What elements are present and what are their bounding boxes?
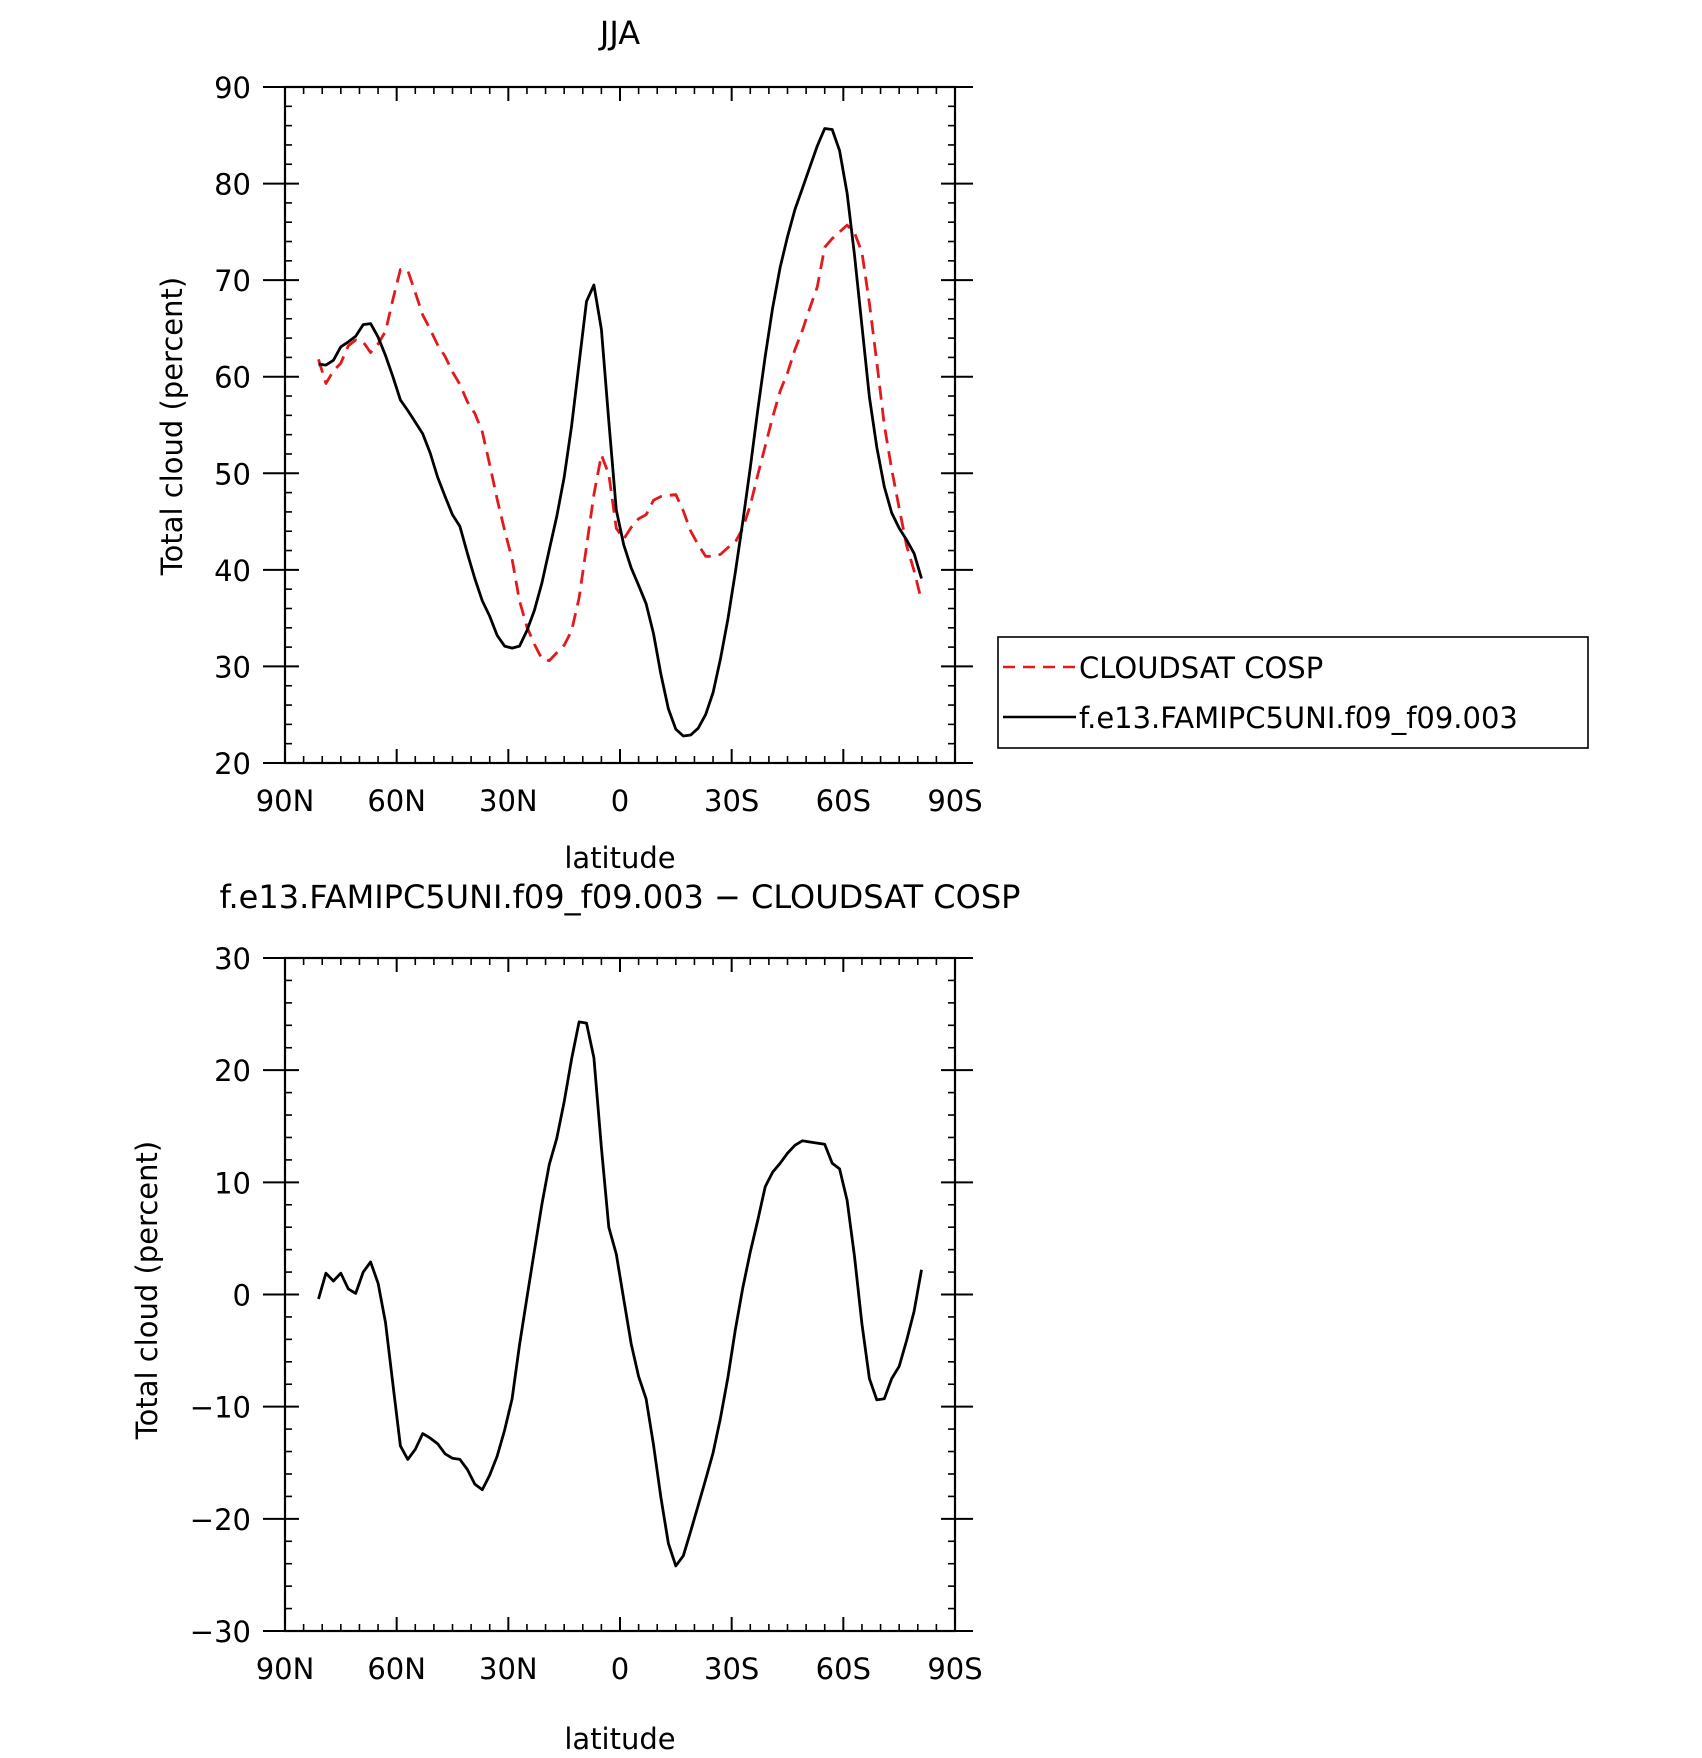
top-y-tick-label: 50 [214, 457, 251, 491]
top-x-tick-label: 60N [367, 784, 426, 818]
legend-label-model: f.e13.FAMIPC5UNI.f09_f09.003 [1079, 701, 1518, 735]
bottom-y-tick-label: 0 [233, 1279, 251, 1313]
bottom-axes-ticks: 90N 60N 30N 0 30S 60S 90S −30 −20 −10 0 10 20 30 [190, 942, 983, 1686]
top-y-tick-label: 40 [214, 554, 251, 588]
top-panel: JJA latitude Total cloud (percent) 90N 60… [155, 14, 1589, 875]
bottom-x-tick-label: 60S [816, 1652, 871, 1686]
bottom-y-axis-label: Total cloud (percent) [130, 1141, 164, 1440]
legend: CLOUDSAT COSP f.e13.FAMIPC5UNI.f09_f09.0… [997, 636, 1589, 749]
top-plot-frame [283, 85, 957, 765]
bottom-series-line-0 [317, 1020, 923, 1568]
bottom-x-tick-label: 90S [927, 1652, 982, 1686]
bottom-plot-lines [317, 1020, 923, 1568]
bottom-x-tick-label: 60N [367, 1652, 426, 1686]
bottom-y-tick-label: −10 [190, 1391, 251, 1425]
top-x-tick-label: 30N [479, 784, 538, 818]
bottom-y-tick-label: 20 [214, 1054, 251, 1088]
top-y-tick-label: 80 [214, 168, 251, 202]
bottom-panel: f.e13.FAMIPC5UNI.f09_f09.003 − CLOUDSAT … [130, 878, 1020, 1756]
bottom-x-tick-label: 90N [256, 1652, 315, 1686]
bottom-x-tick-label: 0 [611, 1652, 629, 1686]
top-x-tick-label: 0 [611, 784, 629, 818]
top-x-tick-label: 90N [256, 784, 315, 818]
top-x-tick-label: 30S [704, 784, 759, 818]
bottom-y-tick-label: 10 [214, 1166, 251, 1200]
top-y-tick-label: 70 [214, 264, 251, 298]
top-chart-title: JJA [598, 14, 640, 52]
legend-box [997, 636, 1589, 749]
bottom-x-axis-label: latitude [564, 1722, 675, 1756]
top-axes-ticks: 90N 60N 30N 0 30S 60S 90S 20 30 40 50 60 70 80 90 [214, 71, 983, 818]
bottom-x-tick-label: 30N [479, 1652, 538, 1686]
bottom-y-tick-label: 30 [214, 942, 251, 976]
top-plot-lines [317, 127, 923, 738]
top-y-tick-label: 90 [214, 71, 251, 105]
top-y-tick-label: 60 [214, 361, 251, 395]
bottom-y-tick-label: −30 [190, 1615, 251, 1649]
bottom-y-tick-label: −20 [190, 1503, 251, 1537]
top-y-axis-label: Total cloud (percent) [155, 277, 189, 576]
bottom-plot-frame [283, 956, 957, 1633]
top-y-tick-label: 20 [214, 747, 251, 781]
top-x-axis-label: latitude [564, 841, 675, 875]
legend-label-cloudsat: CLOUDSAT COSP [1079, 651, 1323, 685]
top-series-line-0 [317, 223, 923, 662]
bottom-chart-title: f.e13.FAMIPC5UNI.f09_f09.003 − CLOUDSAT … [220, 878, 1021, 916]
top-x-tick-label: 60S [816, 784, 871, 818]
top-series-line-1 [318, 127, 923, 738]
bottom-x-tick-label: 30S [704, 1652, 759, 1686]
top-x-tick-label: 90S [927, 784, 982, 818]
top-y-tick-label: 30 [214, 650, 251, 684]
